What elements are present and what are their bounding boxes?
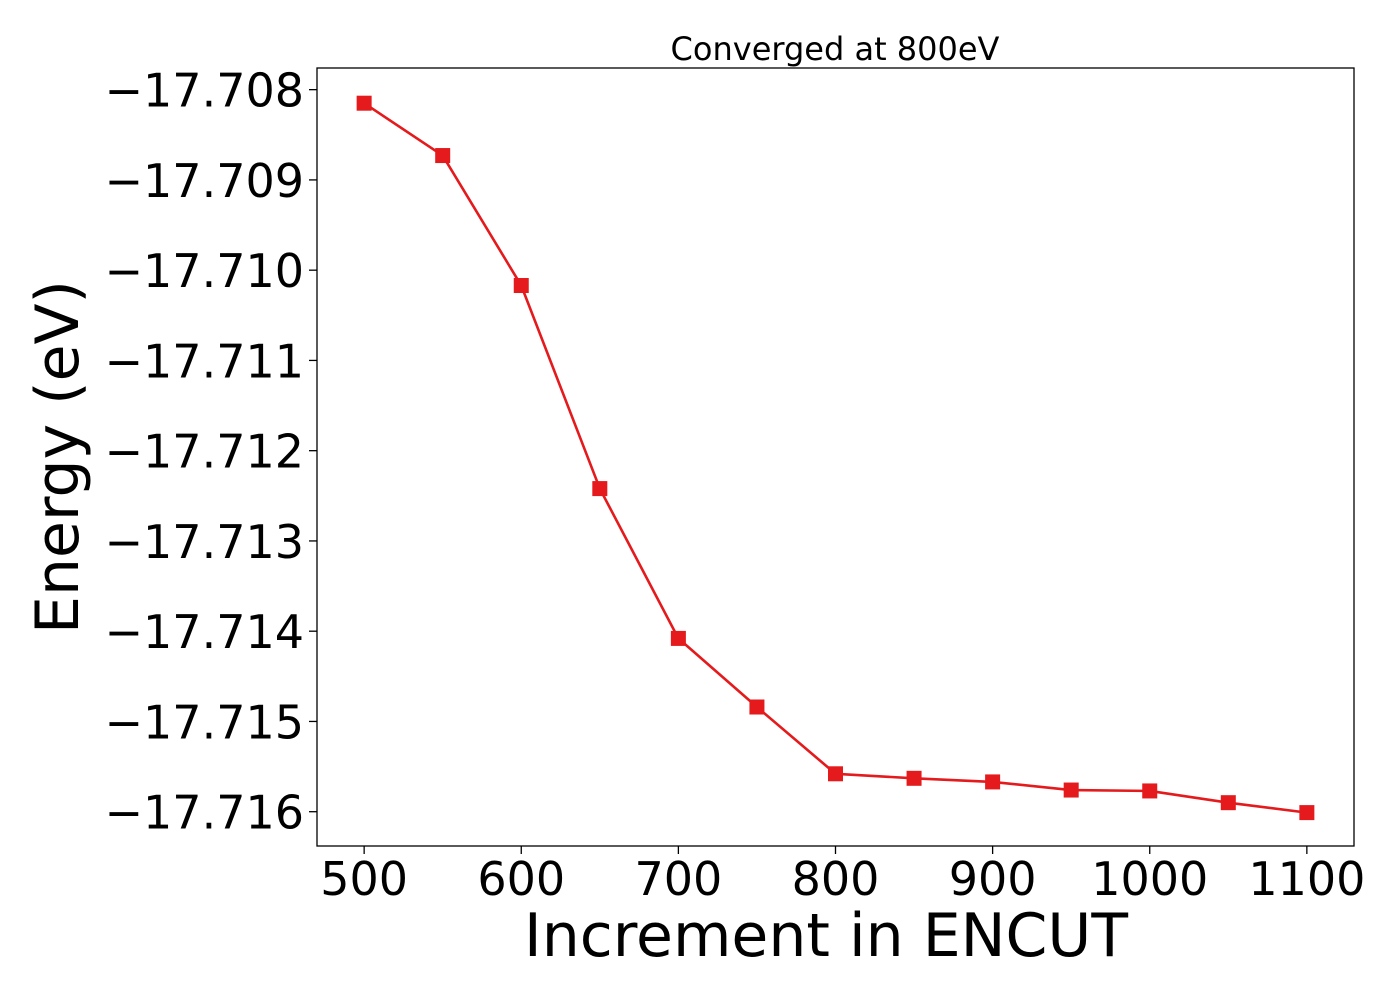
x-axis-label: Increment in ENCUT: [524, 901, 1128, 971]
data-point-marker: [985, 774, 1001, 790]
chart-title: Converged at 800eV: [671, 30, 1000, 68]
y-tick-label: −17.715: [105, 695, 305, 749]
plot-area: [356, 95, 1315, 821]
x-tick-label: 800: [792, 852, 880, 906]
plot-frame: [316, 67, 1355, 847]
data-point-marker: [1220, 795, 1236, 811]
series-line: [363, 102, 1308, 814]
series-layer: [356, 95, 1315, 821]
data-point-marker: [1142, 783, 1158, 799]
data-point-marker: [356, 95, 372, 111]
y-axis-ticks: −17.708 −17.709 −17.710 −17.711 −17.712 −17.7…: [105, 64, 317, 840]
x-tick-label: 900: [949, 852, 1037, 906]
data-point-marker: [749, 699, 765, 715]
y-tick-label: −17.710: [105, 244, 305, 298]
y-tick-label: −17.711: [105, 334, 305, 388]
y-tick-label: −17.714: [105, 605, 305, 659]
x-tick-label: 1000: [1091, 852, 1208, 906]
y-axis-label: Energy (eV): [23, 280, 93, 634]
x-tick-label: 500: [320, 852, 408, 906]
y-tick-label: −17.716: [105, 786, 305, 840]
y-tick-label: −17.713: [105, 515, 305, 569]
y-tick-label: −17.708: [105, 64, 305, 118]
data-point-marker: [592, 481, 608, 497]
data-point-marker: [828, 766, 843, 782]
data-point-marker: [670, 630, 686, 646]
x-tick-label: 1100: [1248, 852, 1365, 906]
data-point-marker: [1299, 805, 1315, 821]
x-tick-label: 600: [477, 852, 565, 906]
x-tick-label: 700: [634, 852, 722, 906]
y-tick-label: −17.712: [105, 425, 305, 479]
data-point-marker: [513, 278, 529, 294]
x-axis-ticks: 500 600 700 800 900 1000 1100: [320, 846, 1365, 906]
data-point-marker: [435, 148, 451, 164]
data-point-marker: [1063, 782, 1079, 798]
data-point-marker: [906, 770, 922, 786]
y-tick-label: −17.709: [105, 154, 305, 208]
